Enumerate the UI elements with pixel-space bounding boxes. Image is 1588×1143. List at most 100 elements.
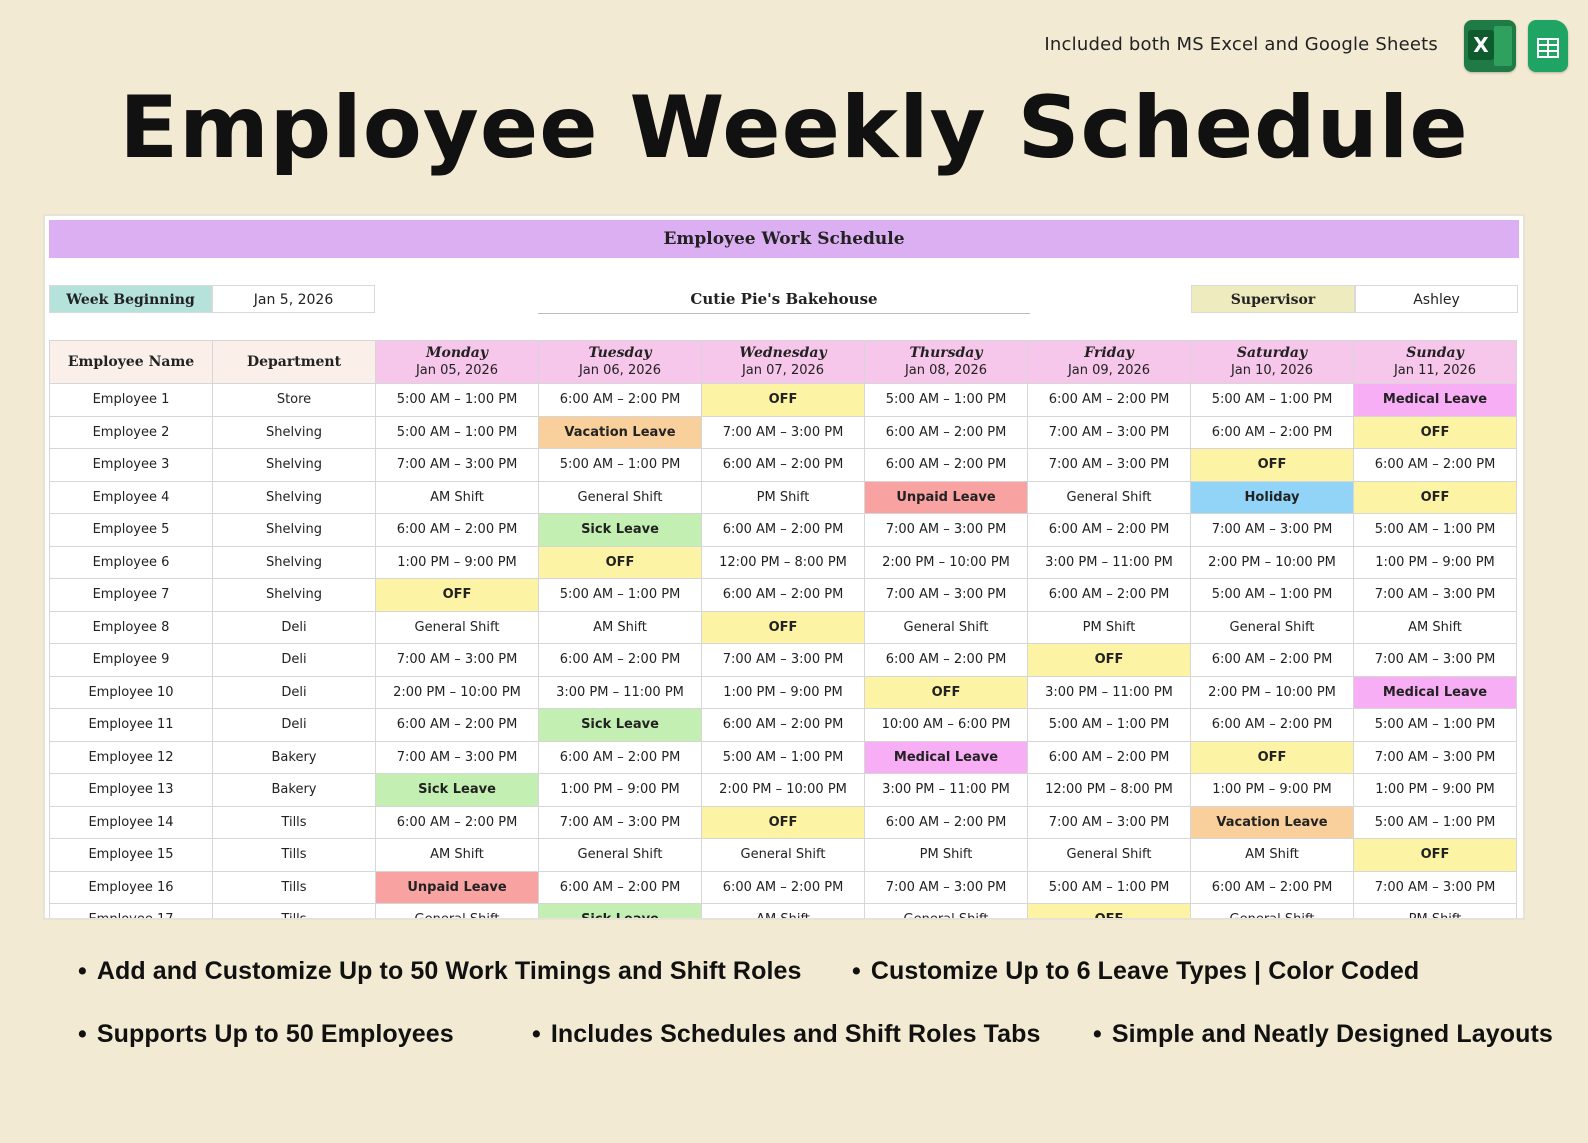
employee-name-cell[interactable]: Employee 3 xyxy=(49,448,213,482)
shift-cell[interactable]: 3:00 PM – 11:00 PM xyxy=(864,773,1028,807)
shift-cell[interactable]: 7:00 AM – 3:00 PM xyxy=(1027,448,1191,482)
shift-cell[interactable]: 5:00 AM – 1:00 PM xyxy=(538,578,702,612)
department-cell[interactable]: Tills xyxy=(212,870,376,904)
shift-cell[interactable]: OFF xyxy=(701,610,865,644)
shift-cell[interactable]: 7:00 AM – 3:00 PM xyxy=(538,805,702,839)
employee-name-cell[interactable]: Employee 14 xyxy=(49,805,213,839)
shift-cell[interactable]: 12:00 PM – 8:00 PM xyxy=(701,545,865,579)
shift-cell[interactable]: 7:00 AM – 3:00 PM xyxy=(1027,805,1191,839)
shift-cell[interactable]: OFF xyxy=(1190,740,1354,774)
shift-cell[interactable]: 5:00 AM – 1:00 PM xyxy=(1027,708,1191,742)
supervisor-value[interactable]: Ashley xyxy=(1355,285,1518,313)
employee-name-cell[interactable]: Employee 5 xyxy=(49,513,213,547)
shift-cell[interactable]: OFF xyxy=(864,675,1028,709)
employee-name-cell[interactable]: Employee 17 xyxy=(49,903,213,918)
department-cell[interactable]: Store xyxy=(212,383,376,417)
department-cell[interactable]: Tills xyxy=(212,903,376,918)
shift-cell[interactable]: 5:00 AM – 1:00 PM xyxy=(701,740,865,774)
employee-name-cell[interactable]: Employee 4 xyxy=(49,480,213,514)
department-cell[interactable]: Shelving xyxy=(212,578,376,612)
employee-name-cell[interactable]: Employee 12 xyxy=(49,740,213,774)
shift-cell[interactable]: 5:00 AM – 1:00 PM xyxy=(1027,870,1191,904)
shift-cell[interactable]: 5:00 AM – 1:00 PM xyxy=(538,448,702,482)
shift-cell[interactable]: AM Shift xyxy=(538,610,702,644)
shift-cell[interactable]: OFF xyxy=(538,545,702,579)
shift-cell[interactable]: 10:00 AM – 6:00 PM xyxy=(864,708,1028,742)
employee-name-cell[interactable]: Employee 8 xyxy=(49,610,213,644)
shift-cell[interactable]: 7:00 AM – 3:00 PM xyxy=(701,415,865,449)
shift-cell[interactable]: AM Shift xyxy=(375,838,539,872)
shift-cell[interactable]: Holiday xyxy=(1190,480,1354,514)
shift-cell[interactable]: 1:00 PM – 9:00 PM xyxy=(538,773,702,807)
shift-cell[interactable]: 5:00 AM – 1:00 PM xyxy=(1353,805,1517,839)
department-cell[interactable]: Deli xyxy=(212,643,376,677)
shift-cell[interactable]: 6:00 AM – 2:00 PM xyxy=(701,448,865,482)
week-beginning-value[interactable]: Jan 5, 2026 xyxy=(212,285,375,313)
shift-cell[interactable]: 6:00 AM – 2:00 PM xyxy=(1353,448,1517,482)
employee-name-cell[interactable]: Employee 1 xyxy=(49,383,213,417)
shift-cell[interactable]: 6:00 AM – 2:00 PM xyxy=(1027,513,1191,547)
shift-cell[interactable]: 3:00 PM – 11:00 PM xyxy=(1027,675,1191,709)
shift-cell[interactable]: General Shift xyxy=(538,838,702,872)
shift-cell[interactable]: OFF xyxy=(701,805,865,839)
shift-cell[interactable]: 5:00 AM – 1:00 PM xyxy=(1190,578,1354,612)
shift-cell[interactable]: Vacation Leave xyxy=(538,415,702,449)
shift-cell[interactable]: 2:00 PM – 10:00 PM xyxy=(375,675,539,709)
employee-name-cell[interactable]: Employee 10 xyxy=(49,675,213,709)
shift-cell[interactable]: 1:00 PM – 9:00 PM xyxy=(701,675,865,709)
shift-cell[interactable]: 7:00 AM – 3:00 PM xyxy=(1353,870,1517,904)
department-cell[interactable]: Shelving xyxy=(212,448,376,482)
shift-cell[interactable]: 5:00 AM – 1:00 PM xyxy=(1190,383,1354,417)
shift-cell[interactable]: Unpaid Leave xyxy=(375,870,539,904)
employee-name-cell[interactable]: Employee 7 xyxy=(49,578,213,612)
shift-cell[interactable]: 3:00 PM – 11:00 PM xyxy=(538,675,702,709)
shift-cell[interactable]: 6:00 AM – 2:00 PM xyxy=(864,805,1028,839)
shift-cell[interactable]: OFF xyxy=(1027,903,1191,918)
employee-name-cell[interactable]: Employee 9 xyxy=(49,643,213,677)
shift-cell[interactable]: 7:00 AM – 3:00 PM xyxy=(701,643,865,677)
shift-cell[interactable]: 7:00 AM – 3:00 PM xyxy=(1353,643,1517,677)
shift-cell[interactable]: 1:00 PM – 9:00 PM xyxy=(375,545,539,579)
shift-cell[interactable]: General Shift xyxy=(1190,610,1354,644)
department-cell[interactable]: Bakery xyxy=(212,740,376,774)
employee-name-cell[interactable]: Employee 13 xyxy=(49,773,213,807)
shift-cell[interactable]: OFF xyxy=(375,578,539,612)
shift-cell[interactable]: AM Shift xyxy=(1353,610,1517,644)
shift-cell[interactable]: 6:00 AM – 2:00 PM xyxy=(375,513,539,547)
department-cell[interactable]: Bakery xyxy=(212,773,376,807)
shift-cell[interactable]: AM Shift xyxy=(1190,838,1354,872)
shift-cell[interactable]: Sick Leave xyxy=(538,513,702,547)
shift-cell[interactable]: 6:00 AM – 2:00 PM xyxy=(1190,415,1354,449)
shift-cell[interactable]: OFF xyxy=(1353,415,1517,449)
department-cell[interactable]: Deli xyxy=(212,610,376,644)
shift-cell[interactable]: General Shift xyxy=(375,610,539,644)
shift-cell[interactable]: 5:00 AM – 1:00 PM xyxy=(375,383,539,417)
shift-cell[interactable]: 6:00 AM – 2:00 PM xyxy=(1190,643,1354,677)
shift-cell[interactable]: Vacation Leave xyxy=(1190,805,1354,839)
shift-cell[interactable]: 2:00 PM – 10:00 PM xyxy=(864,545,1028,579)
shift-cell[interactable]: 2:00 PM – 10:00 PM xyxy=(1190,545,1354,579)
employee-name-cell[interactable]: Employee 2 xyxy=(49,415,213,449)
shift-cell[interactable]: 7:00 AM – 3:00 PM xyxy=(375,740,539,774)
shift-cell[interactable]: 7:00 AM – 3:00 PM xyxy=(375,643,539,677)
shift-cell[interactable]: Medical Leave xyxy=(1353,383,1517,417)
shift-cell[interactable]: AM Shift xyxy=(375,480,539,514)
shift-cell[interactable]: PM Shift xyxy=(1353,903,1517,918)
employee-name-cell[interactable]: Employee 16 xyxy=(49,870,213,904)
shift-cell[interactable]: 6:00 AM – 2:00 PM xyxy=(1190,870,1354,904)
shift-cell[interactable]: 3:00 PM – 11:00 PM xyxy=(1027,545,1191,579)
shift-cell[interactable]: 6:00 AM – 2:00 PM xyxy=(1027,578,1191,612)
shift-cell[interactable]: 7:00 AM – 3:00 PM xyxy=(1027,415,1191,449)
shift-cell[interactable]: Sick Leave xyxy=(375,773,539,807)
department-cell[interactable]: Deli xyxy=(212,708,376,742)
shift-cell[interactable]: OFF xyxy=(701,383,865,417)
shift-cell[interactable]: OFF xyxy=(1353,480,1517,514)
shift-cell[interactable]: 6:00 AM – 2:00 PM xyxy=(538,740,702,774)
department-cell[interactable]: Tills xyxy=(212,805,376,839)
shift-cell[interactable]: 5:00 AM – 1:00 PM xyxy=(375,415,539,449)
shift-cell[interactable]: 7:00 AM – 3:00 PM xyxy=(375,448,539,482)
shift-cell[interactable]: 6:00 AM – 2:00 PM xyxy=(701,578,865,612)
shift-cell[interactable]: Sick Leave xyxy=(538,708,702,742)
shift-cell[interactable]: 6:00 AM – 2:00 PM xyxy=(538,643,702,677)
shift-cell[interactable]: General Shift xyxy=(538,480,702,514)
